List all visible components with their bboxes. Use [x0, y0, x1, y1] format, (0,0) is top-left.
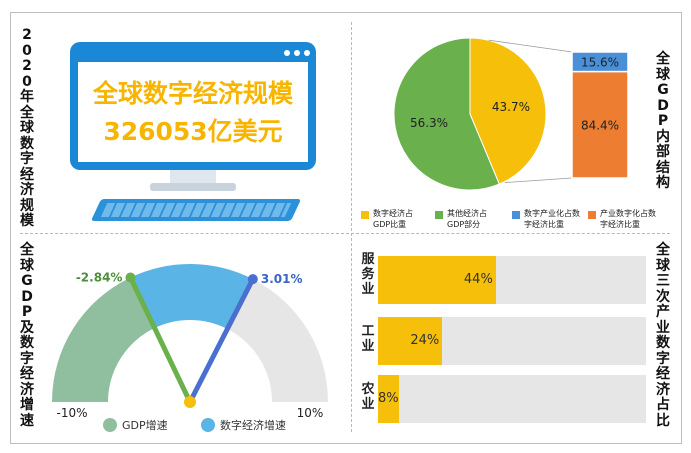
digital-economy-title: 全球数字经济规模	[92, 79, 293, 108]
bar-track: 44%	[378, 256, 646, 304]
bar-track: 24%	[378, 317, 646, 365]
stacked-bar-label: 84.4%	[581, 118, 619, 132]
pie-slice-label: 56.3%	[410, 116, 448, 130]
legend-swatch-digital-industrialization	[512, 211, 520, 219]
monitor-dot	[294, 50, 300, 56]
panel-title-growth: 全球GDP及数字经济增速	[20, 242, 34, 429]
digital-economy-value: 326053亿美元	[103, 117, 283, 146]
legend-swatch-industrial-digitization	[588, 211, 596, 219]
legend-label-digital-growth: 数字经济增速	[220, 419, 286, 432]
legend-swatch-digital-growth	[201, 418, 215, 432]
connector-line	[488, 39, 573, 53]
bar-value-label: 8%	[378, 391, 399, 406]
bar-category-label: 农业	[361, 382, 375, 412]
legend-swatch-other-share	[435, 211, 443, 219]
gdp-structure-chart: 43.7% 56.3% 15.6% 84.4%	[393, 37, 629, 191]
horizontal-divider	[20, 233, 670, 234]
bar-value-label: 24%	[410, 333, 440, 348]
bar-fill	[378, 375, 400, 423]
monitor-icon: 全球数字经济规模 326053亿美元	[70, 42, 316, 170]
legend-label-other-share: 其他经济占GDP部分	[447, 209, 487, 229]
bar-fill	[378, 317, 443, 365]
pie-slice	[469, 37, 547, 185]
panel-title-gdp-structure: 全球GDP内部结构	[656, 51, 670, 191]
panel-title-industry-share: 全球三次产业数字经济占比	[656, 242, 670, 429]
monitor-screen: 全球数字经济规模 326053亿美元	[78, 62, 308, 162]
gauge-band-high	[227, 279, 328, 402]
pie-slice	[393, 37, 500, 191]
vertical-divider	[351, 22, 352, 432]
monitor-base	[150, 183, 236, 191]
monitor-dot	[304, 50, 310, 56]
gauge-band-mid	[130, 264, 253, 329]
gauge: -2.84% 3.01% -10% 10%	[52, 264, 328, 420]
monitor-dot	[284, 50, 290, 56]
legend-label-gdp-growth: GDP增速	[122, 419, 168, 432]
gauge-needle	[127, 275, 193, 405]
pie-slice-label: 43.7%	[492, 100, 530, 114]
stacked-bar-segment	[571, 70, 629, 179]
bar-track: 8%	[378, 375, 646, 423]
pie-chart: 43.7% 56.3%	[393, 37, 547, 191]
gauge-needle-label: -2.84%	[76, 271, 123, 285]
gauge-needle-tip	[125, 272, 136, 283]
legend-label-digital-share: 数字经济占GDP比重	[373, 209, 413, 229]
gauge-needle-tip	[247, 274, 258, 285]
legend-swatch-digital-share	[361, 211, 369, 219]
bar-category-label: 工业	[361, 324, 375, 354]
legend-swatch-gdp-growth	[103, 418, 117, 432]
gauge-needle-label: 3.01%	[261, 272, 303, 286]
legend-label-industrial-digitization: 产业数字化占数字经济比重	[600, 209, 656, 229]
gauge-min-label: -10%	[56, 406, 87, 420]
monitor-stand	[170, 170, 216, 184]
panel-title-scale: 2020年全球数字经济规模	[20, 27, 34, 229]
bar-category-label: 服务业	[361, 252, 375, 297]
stacked-bar-label: 15.6%	[581, 55, 619, 69]
stacked-bar-chart: 15.6% 84.4%	[488, 39, 629, 183]
gauge-hub	[184, 396, 196, 408]
gauge-band-low	[52, 277, 155, 402]
gauge-needle	[187, 276, 256, 405]
bar-fill	[378, 256, 496, 304]
growth-gauge-chart: -2.84% 3.01% -10% 10%	[52, 264, 328, 420]
keyboard-icon	[90, 199, 302, 221]
connector-line	[504, 177, 573, 183]
gauge-max-label: 10%	[297, 406, 324, 420]
legend-label-digital-industrialization: 数字产业化占数字经济比重	[524, 209, 580, 229]
bar-value-label: 44%	[463, 272, 493, 287]
